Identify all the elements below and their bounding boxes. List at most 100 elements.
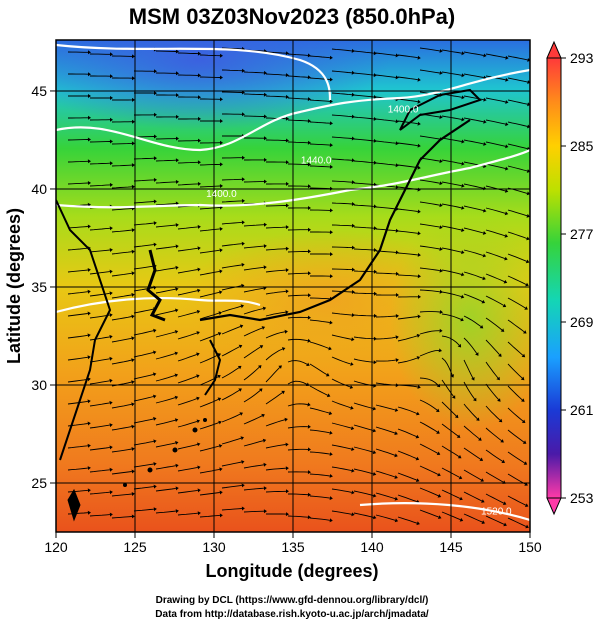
streamline <box>507 363 523 379</box>
streamline <box>463 359 474 379</box>
streamline-arrowhead <box>372 493 377 498</box>
streamline-arrowhead <box>307 402 311 407</box>
streamline <box>199 76 221 78</box>
streamline <box>265 331 285 339</box>
streamline-arrowhead <box>196 396 200 401</box>
streamline <box>133 265 154 270</box>
streamline-arrowhead <box>461 272 465 277</box>
streamline <box>177 353 198 362</box>
streamline <box>441 49 462 54</box>
streamline-arrowhead <box>263 70 267 75</box>
streamline-arrowhead <box>525 282 529 287</box>
streamline <box>353 270 375 273</box>
streamline <box>485 229 506 237</box>
streamline-arrowhead <box>373 336 377 341</box>
streamline <box>265 248 287 251</box>
streamline-arrowhead <box>350 362 354 366</box>
streamline <box>177 466 198 472</box>
streamline <box>67 356 88 361</box>
streamline <box>507 495 527 506</box>
streamline-arrowhead <box>174 351 179 356</box>
streamline <box>463 205 484 212</box>
streamline-arrowhead <box>394 475 398 479</box>
streamline <box>199 249 220 254</box>
streamline-arrowhead <box>308 227 311 232</box>
streamline-arrowhead <box>198 116 201 121</box>
streamline-arrowhead <box>329 121 333 126</box>
streamline-arrowhead <box>329 474 333 478</box>
streamline-arrowhead <box>87 488 91 493</box>
streamline-arrowhead <box>109 291 113 296</box>
streamline-arrowhead <box>153 394 157 399</box>
x-tick-label: 140 <box>360 539 384 555</box>
streamline-arrowhead <box>154 91 157 96</box>
streamline <box>221 389 240 401</box>
streamline-arrowhead <box>417 55 421 60</box>
streamline-arrowhead <box>109 248 113 252</box>
streamline-arrowhead <box>241 198 245 203</box>
streamline-arrowhead <box>461 183 465 188</box>
streamline-arrowhead <box>174 373 179 378</box>
streamline-arrowhead <box>439 181 443 186</box>
streamline <box>243 510 265 513</box>
streamline <box>111 448 132 453</box>
streamline <box>419 157 440 162</box>
streamline-arrowhead <box>131 228 135 233</box>
streamline <box>177 183 199 186</box>
contour-label: 1520.0 <box>481 506 512 517</box>
streamline <box>441 401 457 417</box>
streamline-arrowhead <box>263 462 267 467</box>
streamline <box>221 508 242 511</box>
streamline <box>155 181 177 184</box>
streamline-arrowhead <box>525 524 529 529</box>
streamline <box>331 466 352 472</box>
streamline <box>331 202 353 205</box>
streamline-arrowhead <box>461 250 465 255</box>
streamline <box>199 333 219 342</box>
streamline <box>419 487 439 497</box>
streamline <box>221 178 243 181</box>
streamline <box>199 163 221 166</box>
streamline-arrowhead <box>219 75 223 80</box>
streamline-arrowhead <box>481 520 485 524</box>
streamline <box>441 225 462 231</box>
streamline <box>67 160 89 163</box>
streamline-arrowhead <box>152 372 157 377</box>
streamline <box>309 121 331 124</box>
streamline-arrowhead <box>87 377 91 382</box>
streamline-arrowhead <box>524 306 528 310</box>
streamline-arrowhead <box>241 220 245 225</box>
streamline-arrowhead <box>483 208 487 213</box>
streamline-arrowhead <box>351 70 355 75</box>
streamline <box>111 516 132 519</box>
colorbar-bottom-arrow <box>546 497 562 516</box>
contour-line <box>56 296 261 314</box>
streamline-arrowhead <box>176 93 179 98</box>
streamline-arrowhead <box>395 185 399 189</box>
streamline-arrowhead <box>373 160 377 165</box>
streamline <box>89 162 111 165</box>
streamline <box>177 161 199 164</box>
streamline <box>397 316 418 320</box>
streamline-arrowhead <box>153 199 157 204</box>
streamline <box>507 143 528 150</box>
streamline-arrowhead <box>351 337 355 342</box>
streamline <box>67 512 89 515</box>
streamline <box>67 378 88 383</box>
streamline-arrowhead <box>197 73 201 78</box>
streamline <box>375 492 396 500</box>
streamline <box>331 48 352 52</box>
streamline-arrowhead <box>395 250 399 255</box>
streamline-arrowhead <box>329 77 333 82</box>
streamline <box>485 427 502 442</box>
streamline <box>529 203 530 204</box>
streamline <box>485 317 503 331</box>
streamline-arrowhead <box>482 231 487 235</box>
streamline-arrowhead <box>439 71 443 75</box>
streamline-arrowhead <box>154 69 157 74</box>
streamline <box>265 367 281 383</box>
streamline-arrowhead <box>505 100 509 104</box>
streamline-arrowhead <box>521 398 525 402</box>
wind-streamlines <box>67 46 530 529</box>
streamline-arrowhead <box>439 289 443 294</box>
